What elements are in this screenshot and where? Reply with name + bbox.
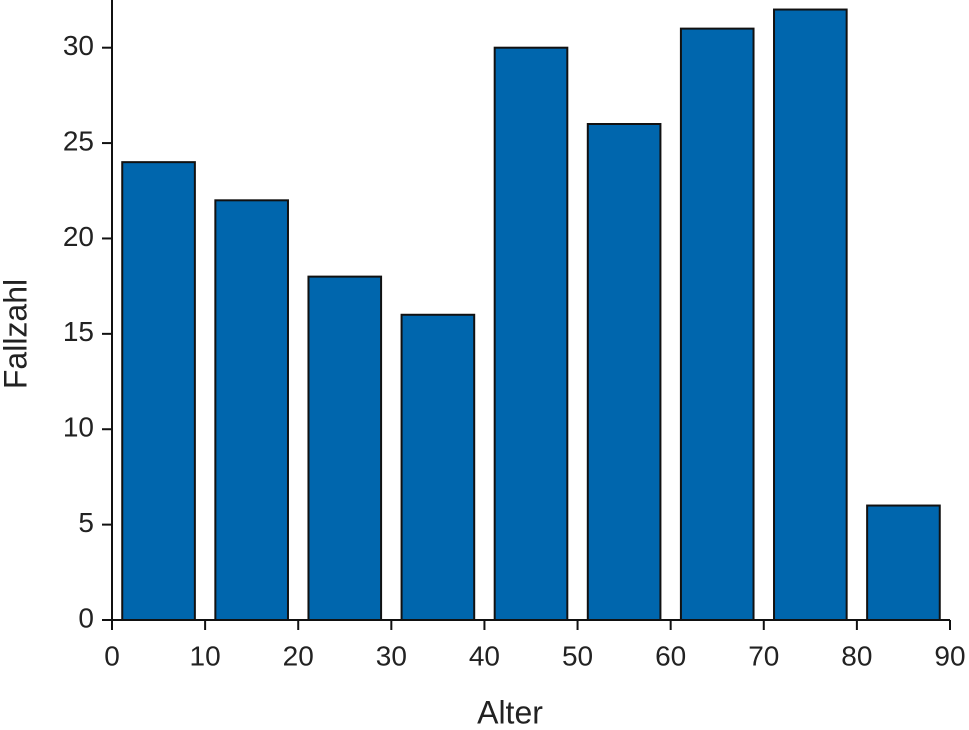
y-tick-label: 10: [63, 412, 94, 443]
bar: [493, 46, 569, 621]
x-tick-label: 80: [841, 640, 872, 671]
y-tick-label: 30: [63, 30, 94, 61]
x-tick-label: 60: [655, 640, 686, 671]
x-tick-label: 50: [562, 640, 593, 671]
x-tick-label: 70: [748, 640, 779, 671]
y-tick-label: 0: [78, 602, 94, 633]
bar: [400, 313, 476, 621]
bar: [679, 27, 755, 622]
bar: [866, 504, 941, 621]
y-tick-label: 20: [63, 221, 94, 252]
x-axis-label: Alter: [477, 694, 543, 730]
y-axis-label: Fallzahl: [0, 279, 33, 389]
bar: [773, 8, 848, 622]
y-tick-label: 15: [63, 316, 94, 347]
x-tick-label: 40: [469, 640, 500, 671]
bar: [121, 161, 196, 621]
x-tick-label: 0: [104, 640, 120, 671]
bar: [214, 199, 289, 622]
y-tick-label: 25: [63, 125, 94, 156]
y-tick-label: 5: [78, 507, 94, 538]
x-tick-label: 90: [934, 640, 965, 671]
x-tick-label: 30: [376, 640, 407, 671]
bar: [307, 275, 383, 621]
x-tick-label: 20: [283, 640, 314, 671]
x-tick-label: 10: [190, 640, 221, 671]
bar: [586, 123, 662, 621]
